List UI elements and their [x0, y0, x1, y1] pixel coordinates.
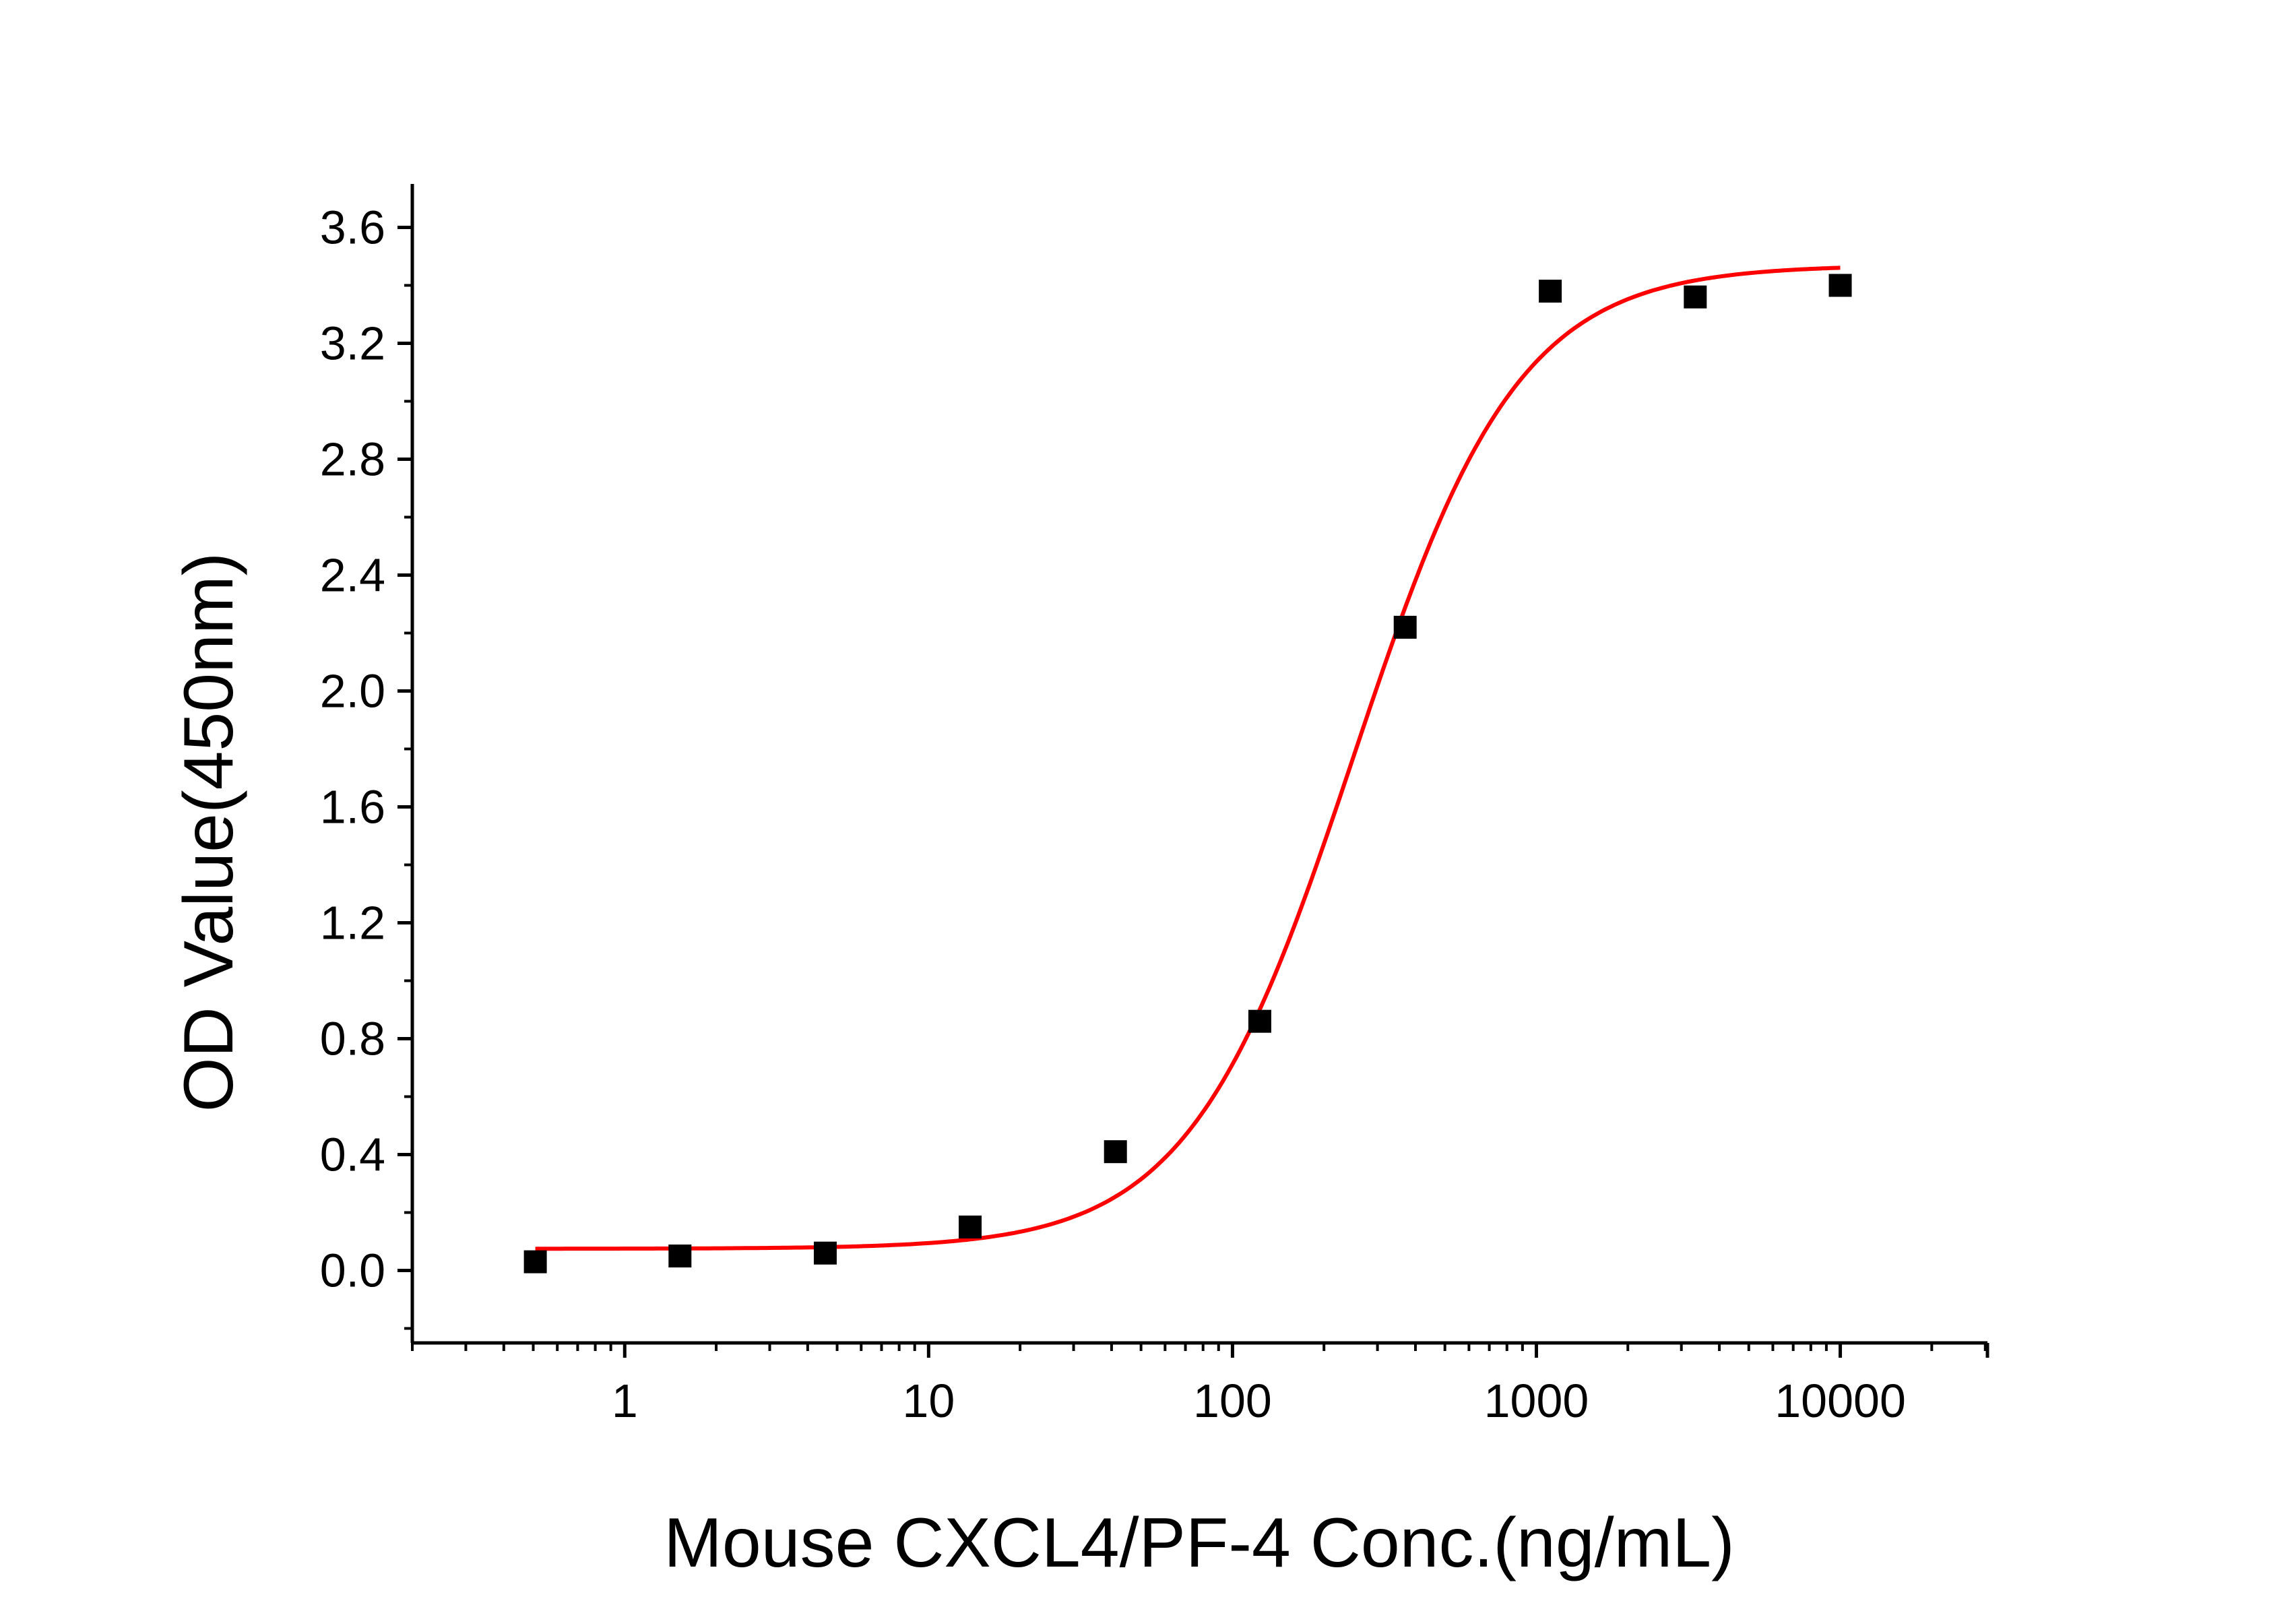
data-point	[1248, 1009, 1271, 1033]
x-tick-label: 100	[1193, 1375, 1272, 1427]
axes	[397, 184, 1989, 1358]
y-tick-label: 2.0	[320, 665, 385, 718]
y-tick-label: 3.2	[320, 317, 385, 370]
y-axis-title: OD Value(450nm)	[170, 553, 248, 1112]
x-tick-labels: 1 10 100 1000 10000	[612, 1375, 1906, 1427]
data-point	[1684, 285, 1707, 309]
data-point	[523, 1250, 547, 1274]
data-point	[1104, 1140, 1127, 1164]
y-tick-label: 2.8	[320, 433, 385, 486]
y-tick-labels: 0.0 0.4 0.8 1.2 1.6 2.0 2.4 2.8 3.2 3.6	[320, 201, 385, 1297]
y-tick-label: 0.8	[320, 1013, 385, 1065]
fit-curve-group	[535, 265, 1841, 1251]
data-point	[668, 1245, 692, 1267]
y-tick-label: 1.6	[320, 781, 385, 834]
data-point	[1828, 274, 1852, 297]
data-point	[1539, 280, 1562, 303]
x-axis-title: Mouse CXCL4/PF-4 Conc.(ng/mL)	[664, 1504, 1734, 1582]
data-point	[959, 1216, 982, 1238]
x-tick-label: 10	[902, 1375, 955, 1427]
y-tick-label: 0.4	[320, 1129, 385, 1181]
y-tick-label: 0.0	[320, 1245, 385, 1297]
y-tick-label: 3.6	[320, 201, 385, 254]
x-tick-label: 10000	[1775, 1375, 1906, 1427]
data-points	[523, 274, 1852, 1274]
fit-curve	[535, 265, 1841, 1251]
data-point	[813, 1241, 837, 1265]
x-tick-label: 1	[612, 1375, 638, 1427]
y-tick-label: 1.2	[320, 897, 385, 949]
x-tick-label: 1000	[1484, 1375, 1589, 1427]
data-point	[1393, 615, 1417, 639]
y-tick-label: 2.4	[320, 549, 385, 602]
